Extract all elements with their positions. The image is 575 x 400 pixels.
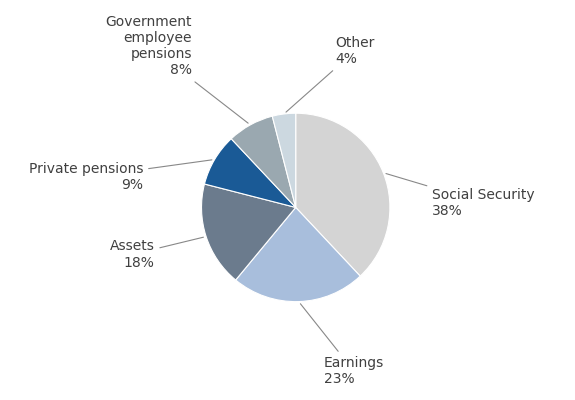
Wedge shape [296, 113, 390, 276]
Text: Earnings
23%: Earnings 23% [300, 304, 384, 386]
Wedge shape [236, 208, 360, 302]
Text: Assets
18%: Assets 18% [109, 237, 204, 270]
Text: Other
4%: Other 4% [286, 36, 375, 112]
Text: Government
employee
pensions
8%: Government employee pensions 8% [106, 15, 248, 123]
Wedge shape [273, 113, 296, 208]
Wedge shape [205, 139, 296, 208]
Text: Social Security
38%: Social Security 38% [386, 174, 535, 218]
Wedge shape [231, 116, 296, 208]
Text: Private pensions
9%: Private pensions 9% [29, 160, 212, 192]
Wedge shape [201, 184, 296, 280]
